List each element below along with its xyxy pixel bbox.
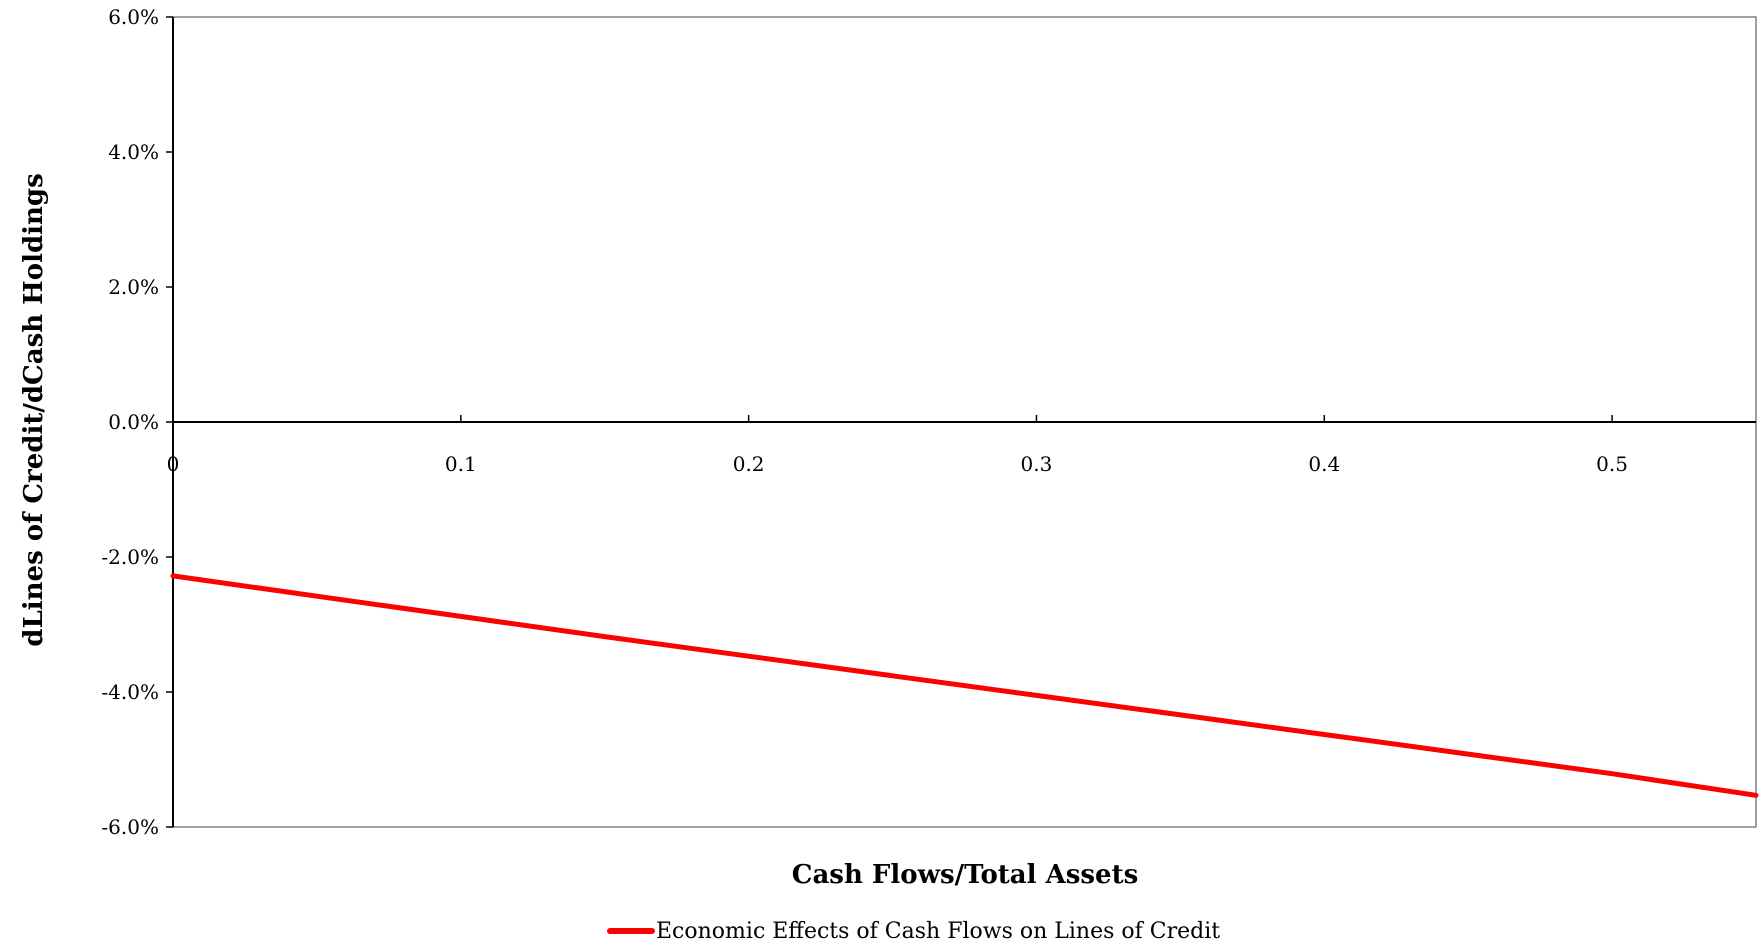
x-tick-label: 0 [167,452,180,476]
y-tick-label: -6.0% [101,815,159,839]
series-line-0 [170,573,1759,798]
y-axis-ticks: 6.0% 4.0% 2.0% 0.0% -2.0% -4.0% -6.0% [101,5,173,839]
y-tick-label: 2.0% [108,275,159,299]
x-axis-ticks: 0 0.1 0.2 0.3 0.4 0.5 [167,415,1628,476]
y-tick-label: 6.0% [108,5,159,29]
legend: Economic Effects of Cash Flows on Lines … [607,919,1220,944]
x-tick-label: 0.2 [733,452,765,476]
y-tick-label: 0.0% [108,410,159,434]
x-tick-label: 0.3 [1021,452,1053,476]
y-tick-label: 4.0% [108,140,159,164]
x-tick-label: 0.4 [1308,452,1340,476]
legend-label: Economic Effects of Cash Flows on Lines … [656,919,1220,944]
x-tick-label: 0.5 [1596,452,1628,476]
series-layer [170,573,1759,798]
x-axis-title: Cash Flows/Total Assets [792,860,1138,890]
x-tick-label: 0.1 [445,452,477,476]
y-tick-label: -4.0% [101,680,159,704]
y-tick-label: -2.0% [101,545,159,569]
y-axis-title: dLines of Credit/dCash Holdings [19,173,49,646]
